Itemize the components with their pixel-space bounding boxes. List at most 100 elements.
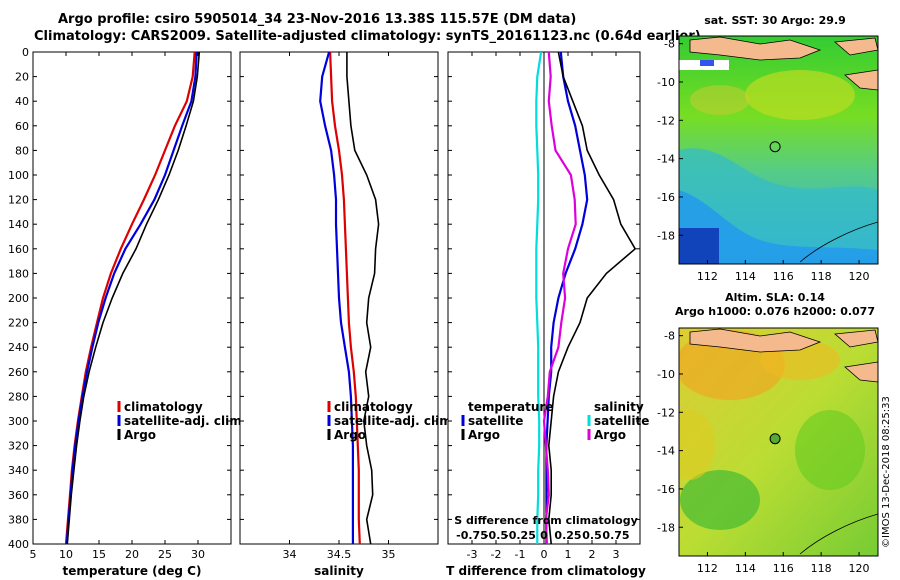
map-x-tick-label: 114 xyxy=(735,562,756,575)
s-difference-label: S difference from climatology xyxy=(454,514,638,527)
y-tick-label: 240 xyxy=(8,341,29,354)
figure-title-line1: Argo profile: csiro 5905014_34 23-Nov-20… xyxy=(58,12,577,27)
map-x-tick-label: 118 xyxy=(811,270,832,283)
series-line-argo xyxy=(66,51,201,545)
temperature-panel: 0 20 40 60 80 100 120 140 160 180 200 220 240 260 280 3… xyxy=(8,46,246,578)
legend-climatology-label: climatology xyxy=(124,400,203,414)
sla-low-patch xyxy=(680,470,760,530)
map-x-tick-label: 120 xyxy=(849,270,870,283)
map-x-tick-label: 112 xyxy=(697,562,718,575)
salinity-panel: 34 34.5 35 salinity climatology satellite-… xyxy=(239,51,456,578)
sst-map-panel: sat. SST: 30 Argo: 29.9 112 114 116 118 120 -… xyxy=(657,14,879,283)
s-tick-label: -0.75 xyxy=(456,529,488,542)
salinity-x-ticks: 34 34.5 35 xyxy=(283,52,396,561)
x-tick-label: 1 xyxy=(565,548,572,561)
series-line-climatology xyxy=(329,51,361,545)
y-tick-label: 260 xyxy=(8,366,29,379)
legend-s-satellite-label: satellite xyxy=(594,414,649,428)
legend-argo-label: Argo xyxy=(334,428,366,442)
y-tick-label: 180 xyxy=(8,267,29,280)
y-tick-label: 160 xyxy=(8,243,29,256)
sst-warm-patch xyxy=(745,70,855,120)
y-tick-label: 380 xyxy=(8,513,29,526)
y-tick-label: 220 xyxy=(8,317,29,330)
y-tick-label: 20 xyxy=(15,71,29,84)
series-line-argo xyxy=(346,52,380,545)
temperature-lines xyxy=(64,51,201,545)
y-tick-label: 40 xyxy=(15,95,29,108)
salinity-legend: climatology satellite-adj. clim. Argo xyxy=(327,400,456,442)
x-tick-label: 30 xyxy=(191,548,205,561)
y-tick-label: 360 xyxy=(8,489,29,502)
map-x-tick-label: 112 xyxy=(697,270,718,283)
sst-missing-patch xyxy=(700,60,714,66)
legend-t-argo-label: Argo xyxy=(468,428,500,442)
map-y-tick-label: -8 xyxy=(664,38,675,51)
series-line-t-argo xyxy=(547,51,637,545)
series-line-s-satellite xyxy=(535,51,543,544)
y-tick-label: 120 xyxy=(8,194,29,207)
sst-colder-water xyxy=(679,190,878,264)
map-y-tick-label: -8 xyxy=(664,330,675,343)
y-tick-label: 280 xyxy=(8,390,29,403)
temperature-x-ticks: 5 10 15 20 25 30 xyxy=(30,52,205,561)
sla-map-subtitle: Argo h1000: 0.076 h2000: 0.077 xyxy=(675,305,875,318)
s-difference-ticks: -0.75-0.5-0.25 0 0.25 0.5 0.75 xyxy=(456,529,629,542)
sla-low-patch xyxy=(795,410,865,490)
legend-satellite-label: satellite-adj. clim. xyxy=(334,414,456,428)
x-tick-label: 5 xyxy=(30,548,37,561)
land-lombok xyxy=(834,37,878,56)
map-x-tick-label: 118 xyxy=(811,562,832,575)
y-tick-label: 100 xyxy=(8,169,29,182)
map-y-tick-label: -16 xyxy=(657,483,675,496)
land-java-bali xyxy=(689,328,822,353)
sst-coldest-patch xyxy=(679,228,719,264)
difference-y-ticks xyxy=(448,51,640,545)
map-y-tick-label: -16 xyxy=(657,191,675,204)
difference-legend-salinity: salinity satellite Argo xyxy=(587,400,649,442)
legend-s-argo-label: Argo xyxy=(594,428,626,442)
y-tick-label: 60 xyxy=(15,120,29,133)
map-x-tick-label: 116 xyxy=(773,270,794,283)
map-y-tick-label: -18 xyxy=(657,521,675,534)
map-y-tick-label: -12 xyxy=(657,114,675,127)
x-tick-label: 0 xyxy=(541,548,548,561)
s-tick-label: 0.25 xyxy=(554,529,581,542)
difference-x-label: T difference from climatology xyxy=(446,564,646,578)
series-line-satellite-adj-clim- xyxy=(65,51,198,545)
temperature-legend: climatology satellite-adj. clim. Argo xyxy=(117,400,246,442)
y-tick-label: 300 xyxy=(8,415,29,428)
x-tick-label: 34.5 xyxy=(327,548,352,561)
legend-t-satellite-label: satellite xyxy=(468,414,523,428)
difference-panel: -3 -2 -1 0 1 2 3 T difference from climatology… xyxy=(446,51,649,578)
legend-climatology-label: climatology xyxy=(334,400,413,414)
y-tick-label: 140 xyxy=(8,218,29,231)
sla-map-panel: Altim. SLA: 0.14 Argo h1000: 0.076 h2000… xyxy=(657,291,879,575)
x-tick-label: 25 xyxy=(158,548,172,561)
legend-temperature-title: temperature xyxy=(468,400,553,414)
sst-map-title: sat. SST: 30 Argo: 29.9 xyxy=(704,14,846,27)
series-line-s-argo xyxy=(542,51,577,545)
sst-field xyxy=(679,36,878,264)
land-lombok xyxy=(834,329,878,348)
figure-title-line2: Climatology: CARS2009. Satellite-adjuste… xyxy=(34,29,701,44)
argo-float-marker xyxy=(769,141,781,153)
difference-legend-temperature: temperature satellite Argo xyxy=(461,400,553,442)
series-line-satellite-adj-clim- xyxy=(319,51,354,544)
y-tick-label: 400 xyxy=(8,538,29,551)
x-tick-label: 3 xyxy=(613,548,620,561)
salinity-x-label: salinity xyxy=(314,564,364,578)
argo-float-marker xyxy=(769,433,781,445)
sla-high-patch xyxy=(679,410,715,480)
y-tick-label: 340 xyxy=(8,464,29,477)
y-tick-label: 80 xyxy=(15,144,29,157)
legend-satellite-label: satellite-adj. clim. xyxy=(124,414,246,428)
x-tick-label: 20 xyxy=(125,548,139,561)
map-y-tick-label: -14 xyxy=(657,153,675,166)
legend-argo-label: Argo xyxy=(124,428,156,442)
temperature-plot-frame xyxy=(32,51,232,545)
sst-map-ticks: 112 114 116 118 120 -8 -10 -12 -14 -16 -18 xyxy=(657,38,870,283)
map-x-tick-label: 116 xyxy=(773,562,794,575)
coast-australia xyxy=(799,221,878,263)
